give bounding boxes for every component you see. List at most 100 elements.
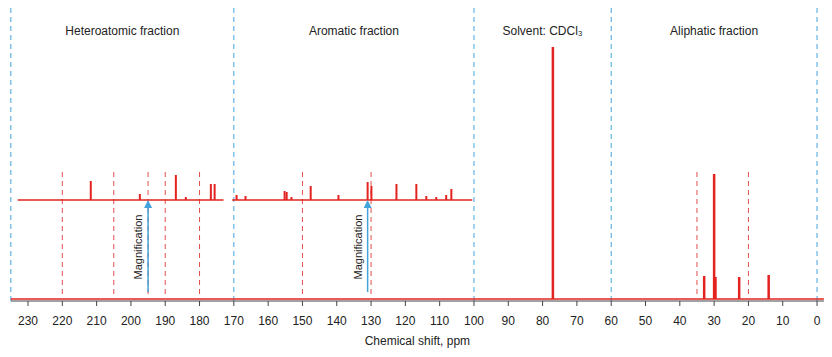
- inset-peak: [370, 186, 372, 200]
- x-tick: [233, 301, 234, 306]
- x-tick-label: 10: [776, 314, 790, 328]
- inset-peak: [175, 175, 177, 200]
- x-tick-label: 80: [536, 314, 550, 328]
- inset-peak: [245, 196, 247, 200]
- section-bound: [611, 8, 612, 305]
- x-tick-label: 120: [395, 314, 415, 328]
- section-bound: [473, 8, 474, 305]
- x-tick: [542, 301, 543, 306]
- x-tick: [336, 301, 337, 306]
- x-tick-label: 110: [430, 314, 449, 328]
- x-tick-label: 220: [52, 314, 72, 328]
- x-tick-label: 100: [464, 314, 484, 328]
- x-tick-label: 60: [605, 314, 619, 328]
- magnification-arrow: [147, 204, 149, 292]
- x-tick-label: 90: [502, 314, 516, 328]
- x-tick-label: 140: [327, 314, 347, 328]
- x-tick-label: 210: [87, 314, 107, 328]
- inset-peak: [214, 184, 216, 200]
- x-tick-label: 200: [121, 314, 141, 328]
- inset-peak: [395, 184, 397, 200]
- peak: [713, 174, 716, 299]
- x-tick-label: 0: [814, 314, 821, 328]
- reference-line: [199, 172, 200, 297]
- reference-line: [148, 172, 149, 297]
- inset-peak: [284, 191, 286, 200]
- magnification-arrow: [367, 204, 369, 292]
- x-tick-label: 170: [224, 314, 244, 328]
- reference-line: [696, 172, 697, 297]
- section-bound: [817, 8, 818, 305]
- x-tick: [268, 301, 269, 306]
- reference-line: [165, 172, 166, 297]
- x-tick-label: 70: [570, 314, 584, 328]
- x-tick-label: 190: [155, 314, 175, 328]
- x-tick: [405, 301, 406, 306]
- inset-peak: [415, 184, 417, 200]
- peak: [767, 275, 770, 299]
- x-tick-label: 30: [707, 314, 721, 328]
- inset-peak: [367, 182, 369, 200]
- magnification-label: Magnification: [132, 215, 144, 280]
- x-tick: [302, 301, 303, 306]
- peak: [738, 277, 741, 299]
- x-tick-label: 20: [742, 314, 756, 328]
- inset-peak: [290, 197, 292, 200]
- x-tick: [748, 301, 749, 306]
- magnification-label: Magnification: [352, 215, 364, 280]
- x-tick: [508, 301, 509, 306]
- reference-line: [62, 172, 63, 297]
- inset-peak: [139, 194, 141, 200]
- x-tick-label: 180: [190, 314, 210, 328]
- x-tick-label: 230: [18, 314, 38, 328]
- section-label: Solvent: CDCl₃: [502, 24, 582, 38]
- inset-peak: [310, 186, 312, 200]
- x-tick-label: 50: [639, 314, 653, 328]
- x-tick: [165, 301, 166, 306]
- section-label: Heteroatomic fraction: [65, 24, 179, 38]
- x-tick-label: 130: [361, 314, 381, 328]
- section-bound: [233, 8, 234, 305]
- data-group: [18, 47, 769, 299]
- x-axis-line: [11, 301, 824, 302]
- reference-line: [302, 172, 303, 297]
- inset-peak: [90, 181, 92, 200]
- inset-peak: [210, 184, 212, 200]
- inset-peak: [337, 195, 339, 200]
- inset-peak: [435, 197, 437, 200]
- inset-peak: [450, 189, 452, 200]
- inset-baseline: [18, 199, 224, 201]
- section-label: Aliphatic fraction: [670, 24, 758, 38]
- reference-line: [748, 172, 749, 297]
- x-tick: [371, 301, 372, 306]
- x-axis-title: Chemical shift, ppm: [365, 334, 470, 348]
- inset-peak: [445, 195, 447, 200]
- peak: [552, 47, 555, 299]
- x-tick: [679, 301, 680, 306]
- x-tick: [130, 301, 131, 306]
- inset-peak: [236, 195, 238, 200]
- x-tick-label: 150: [292, 314, 312, 328]
- chart: Heteroatomic fraction Aromatic fraction So…: [0, 0, 832, 357]
- x-tick: [439, 301, 440, 306]
- section-bound: [10, 8, 11, 305]
- inset-peak: [185, 197, 187, 200]
- x-tick: [782, 301, 783, 306]
- inset-peak: [425, 196, 427, 200]
- peak: [703, 276, 706, 299]
- reference-line: [371, 172, 372, 297]
- x-tick: [714, 301, 715, 306]
- section-label: Aromatic fraction: [309, 24, 399, 38]
- x-tick: [817, 301, 818, 306]
- x-tick-label: 40: [673, 314, 687, 328]
- x-tick: [96, 301, 97, 306]
- peak: [714, 277, 717, 299]
- x-tick: [645, 301, 646, 306]
- x-tick: [576, 301, 577, 306]
- x-tick: [199, 301, 200, 306]
- x-tick: [62, 301, 63, 306]
- x-tick-label: 160: [258, 314, 278, 328]
- inset-peak: [286, 192, 288, 200]
- x-tick: [28, 301, 29, 306]
- reference-line: [113, 172, 114, 297]
